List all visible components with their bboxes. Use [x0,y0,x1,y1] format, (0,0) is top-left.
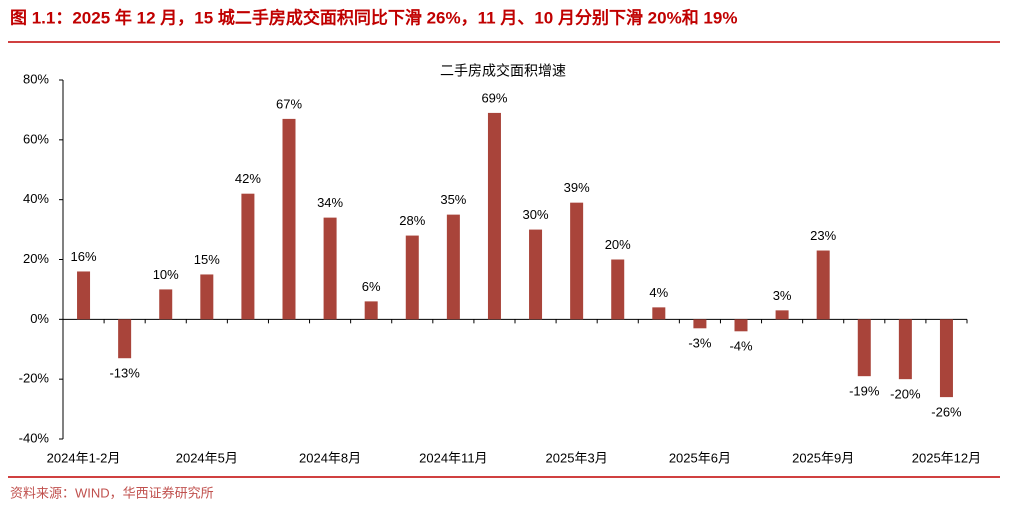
value-label: 20% [605,237,631,252]
bar [241,193,255,320]
bar [693,319,707,329]
value-label: -20% [890,387,921,402]
x-tick-label: 2024年5月 [176,450,238,465]
bar [775,310,789,320]
value-label: -13% [109,366,140,381]
value-label: 67% [276,96,302,111]
bar [364,301,378,320]
bar [857,319,871,377]
value-label: 10% [153,267,179,282]
y-tick-label: 0% [30,311,49,326]
bar [200,274,214,320]
value-label: 69% [481,90,507,105]
bar [446,214,460,320]
bar [323,217,337,320]
x-tick-label: 2024年11月 [419,450,487,465]
value-label: 6% [362,279,381,294]
y-tick-label: -40% [19,430,50,445]
chart-title: 二手房成交面积增速 [440,63,566,79]
value-label: 35% [440,192,466,207]
value-label: 16% [71,249,97,264]
value-label: 39% [564,180,590,195]
x-tick-label: 2024年1-2月 [47,450,121,465]
source-note: 资料来源：WIND，华西证券研究所 [10,485,214,500]
value-label: 34% [317,195,343,210]
bar [734,319,748,332]
value-label: -19% [849,384,880,399]
x-tick-label: 2024年8月 [299,450,361,465]
x-tick-label: 2025年12月 [912,450,981,465]
y-tick-label: 80% [23,71,49,86]
value-label: 4% [649,285,668,300]
y-tick-label: 40% [23,191,49,206]
value-label: 15% [194,252,220,267]
value-label: 3% [773,288,792,303]
y-tick-label: -20% [19,371,50,386]
bar [487,112,501,320]
value-label: 23% [810,228,836,243]
value-label: -3% [688,336,712,351]
x-tick-label: 2025年3月 [546,450,608,465]
bar [77,271,91,320]
bar [816,250,830,320]
bar [282,118,296,320]
bar [529,229,543,320]
value-label: -26% [931,405,962,420]
bar [652,307,666,320]
bar [405,235,419,320]
value-label: -4% [729,339,753,354]
x-tick-label: 2025年6月 [669,450,731,465]
bar [118,319,132,359]
x-tick-label: 2025年9月 [792,450,854,465]
bar [898,319,912,380]
y-tick-label: 60% [23,131,49,146]
figure-caption: 图 1.1：2025 年 12 月，15 城二手房成交面积同比下滑 26%，11… [10,7,737,27]
value-label: 30% [523,207,549,222]
value-label: 42% [235,171,261,186]
bar [570,202,584,320]
bar [939,319,953,398]
y-tick-label: 20% [23,251,49,266]
value-label: 28% [399,213,425,228]
bar [159,289,173,320]
bar [611,259,625,320]
